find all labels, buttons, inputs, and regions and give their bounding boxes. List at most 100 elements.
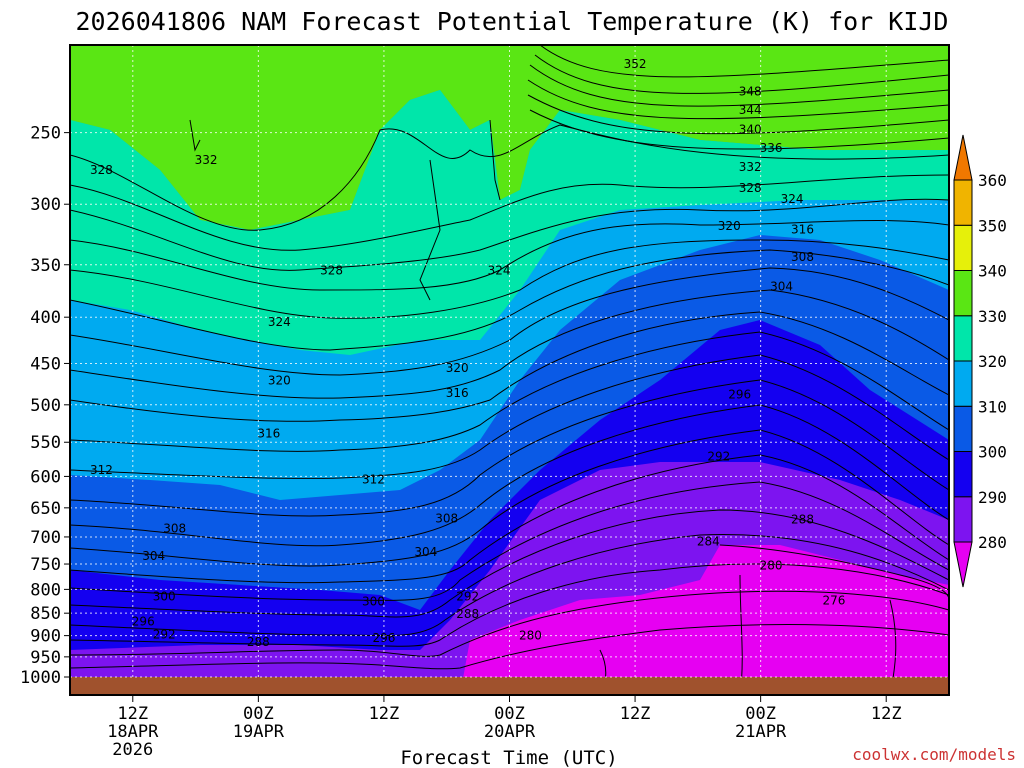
contour-label-7: 324 [781, 192, 804, 206]
contour-label-33: 300 [153, 590, 176, 604]
contour-label-16: 280 [760, 559, 783, 573]
y-tick-label-650: 650 [30, 499, 61, 519]
contour-label-1: 348 [739, 84, 762, 98]
colorbar-segment-340 [953, 224, 973, 271]
y-tick-label-700: 700 [30, 528, 61, 548]
contour-label-8: 320 [718, 219, 741, 233]
contour-label-21: 324 [488, 263, 511, 277]
x-tick-label-0-1: 18APR [107, 722, 159, 742]
contour-label-34: 300 [362, 594, 385, 608]
contour-label-5: 332 [739, 160, 762, 174]
colorbar-segment-330 [953, 270, 973, 317]
contour-label-22: 324 [268, 315, 291, 329]
y-tick-label-250: 250 [30, 124, 61, 144]
contour-label-17: 276 [822, 594, 845, 608]
y-tick-label-400: 400 [30, 308, 61, 328]
contour-label-35: 292 [456, 590, 479, 604]
contour-label-40: 296 [372, 631, 395, 645]
contour-label-19: 332 [195, 153, 218, 167]
contour-label-37: 296 [132, 614, 155, 628]
colorbar-label-360: 360 [978, 171, 1007, 190]
y-tick-label-450: 450 [30, 354, 61, 374]
contour-label-0: 352 [624, 57, 647, 71]
y-tick-label-300: 300 [30, 195, 61, 215]
x-tick-label-5-1: 21APR [735, 722, 787, 742]
contour-label-11: 304 [770, 280, 793, 294]
terrain-strip [70, 677, 949, 695]
y-axis: 250 300 350 400 450 500 550 600 650 700 750 800 850 9… [20, 124, 70, 688]
colorbar-under [953, 541, 973, 588]
chart-title: 2026041806 NAM Forecast Potential Temper… [76, 7, 949, 36]
contour-label-23: 320 [268, 374, 291, 388]
y-tick-label-850: 850 [30, 604, 61, 624]
band-330-340 [70, 45, 949, 230]
contour-label-10: 308 [791, 250, 814, 264]
colorbar-segment-310 [953, 360, 973, 407]
x-tick-label-0-2: 2026 [112, 740, 153, 760]
y-tick-label-900: 900 [30, 627, 61, 647]
colorbar-label-320: 320 [978, 352, 1007, 371]
y-tick-label-550: 550 [30, 433, 61, 453]
y-tick-label-1000: 1000 [20, 668, 61, 688]
contour-label-18: 328 [90, 163, 113, 177]
contour-label-9: 316 [791, 223, 814, 237]
y-tick-label-500: 500 [30, 396, 61, 416]
contour-label-38: 292 [153, 627, 176, 641]
y-tick-label-800: 800 [30, 580, 61, 600]
contour-label-12: 296 [728, 387, 751, 401]
contour-label-32: 304 [414, 545, 437, 559]
x-tick-label-1-0: 00Z [243, 704, 274, 724]
y-tick-label-350: 350 [30, 256, 61, 276]
x-tick-label-6-0: 12Z [871, 704, 902, 724]
colorbar-segment-280 [953, 496, 973, 543]
band-below-280 [460, 545, 949, 695]
contour-label-31: 304 [142, 549, 165, 563]
colorbar-segment-320 [953, 315, 973, 362]
colorbar-label-330: 330 [978, 307, 1007, 326]
contour-label-25: 316 [446, 386, 469, 400]
contour-label-29: 308 [163, 521, 186, 535]
contour-label-30: 308 [435, 512, 458, 526]
y-tick-label-750: 750 [30, 555, 61, 575]
x-tick-label-5-0: 00Z [745, 704, 776, 724]
contour-label-14: 288 [791, 513, 814, 527]
x-axis-label: Forecast Time (UTC) [400, 747, 617, 768]
x-tick-label-4-0: 12Z [620, 704, 651, 724]
x-tick-label-0-0: 12Z [117, 704, 148, 724]
contour-label-28: 312 [362, 473, 385, 487]
contour-label-36: 288 [456, 607, 479, 621]
credit-text: coolwx.com/models [852, 745, 1016, 764]
contour-label-20: 328 [320, 263, 343, 277]
colorbar-segment-350 [953, 179, 973, 226]
band-320-330 [70, 90, 949, 355]
y-tick-label-950: 950 [30, 648, 61, 668]
colorbar-label-350: 350 [978, 216, 1007, 235]
contour-label-3: 340 [739, 122, 762, 136]
contour-label-27: 312 [90, 463, 113, 477]
colorbar-label-290: 290 [978, 488, 1007, 507]
contour-label-24: 320 [446, 361, 469, 375]
colorbar-label-300: 300 [978, 443, 1007, 462]
x-tick-label-1-1: 19APR [233, 722, 285, 742]
colorbar-over [953, 134, 973, 181]
contour-label-6: 328 [739, 181, 762, 195]
x-tick-label-3-0: 00Z [494, 704, 525, 724]
contour-label-39: 288 [247, 635, 270, 649]
grid-lines [70, 45, 949, 678]
y-tick-label-600: 600 [30, 467, 61, 487]
contour-label-26: 316 [257, 427, 280, 441]
x-tick-label-3-1: 20APR [484, 722, 536, 742]
colorbar: 280 290 300 310 320 330 340 350 360 [953, 134, 1007, 588]
contour-label-2: 344 [739, 103, 762, 117]
contour-label-41: 280 [519, 629, 542, 643]
contour-label-15: 284 [697, 534, 720, 548]
colorbar-segment-290 [953, 451, 973, 498]
colorbar-segment-300 [953, 405, 973, 452]
colorbar-label-310: 310 [978, 397, 1007, 416]
contour-label-4: 336 [760, 141, 783, 155]
contour-label-13: 292 [707, 449, 730, 463]
colorbar-label-340: 340 [978, 262, 1007, 281]
